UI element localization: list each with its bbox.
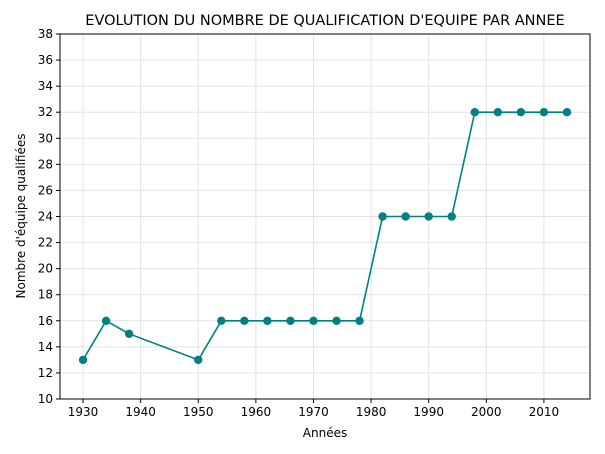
x-tick-label: 1980: [356, 405, 387, 419]
x-tick-label: 2000: [471, 405, 502, 419]
data-point: [493, 108, 503, 117]
x-tick-label: 2010: [529, 405, 560, 419]
y-tick-label: 34: [38, 79, 53, 93]
data-point: [78, 355, 88, 365]
chart-title: EVOLUTION DU NOMBRE DE QUALIFICATION D'E…: [85, 13, 564, 29]
series-layer: [78, 108, 572, 365]
y-tick-label: 10: [38, 392, 53, 406]
data-point: [263, 316, 272, 325]
y-tick-label: 38: [38, 27, 53, 41]
data-point: [378, 212, 387, 221]
data-point: [401, 212, 410, 221]
data-point: [332, 316, 341, 325]
y-tick-label: 20: [38, 262, 53, 276]
data-point: [309, 316, 318, 325]
y-tick-label: 36: [38, 53, 53, 67]
y-tick-label: 32: [38, 105, 53, 119]
data-point: [516, 108, 526, 117]
y-tick-label: 18: [38, 288, 53, 302]
y-tick-label: 28: [38, 157, 53, 171]
y-axis-label: Nombre d'équipe qualifiées: [14, 134, 28, 299]
data-point: [562, 108, 572, 117]
data-point: [124, 329, 134, 339]
data-point: [424, 212, 433, 221]
data-point: [101, 316, 111, 325]
y-tick-label: 26: [38, 183, 53, 197]
y-tick-label: 24: [38, 210, 53, 224]
data-point: [217, 316, 226, 325]
x-axis-label: Années: [303, 426, 347, 440]
y-tick-label: 30: [38, 131, 53, 145]
data-point: [355, 316, 364, 325]
y-axis: 10 12 14 16 18 20 22 24 26 28 30 32 34 36 38: [38, 27, 60, 406]
y-tick-label: 16: [38, 314, 53, 328]
x-tick-label: 1930: [68, 405, 99, 419]
data-point: [194, 355, 203, 365]
data-point: [470, 108, 479, 117]
data-point: [240, 316, 249, 325]
x-axis: 1930 1940 1950 1960 1970 1980 1990 2000 2010: [68, 399, 559, 419]
data-point: [539, 108, 549, 117]
x-tick-label: 1960: [241, 405, 272, 419]
x-tick-label: 1950: [183, 405, 214, 419]
data-point: [447, 212, 456, 221]
x-tick-label: 1940: [125, 405, 156, 419]
x-tick-label: 1990: [413, 405, 444, 419]
y-tick-label: 12: [38, 366, 53, 380]
data-point: [286, 316, 295, 325]
x-tick-label: 1970: [298, 405, 329, 419]
y-tick-label: 14: [38, 340, 53, 354]
y-tick-label: 22: [38, 236, 53, 250]
